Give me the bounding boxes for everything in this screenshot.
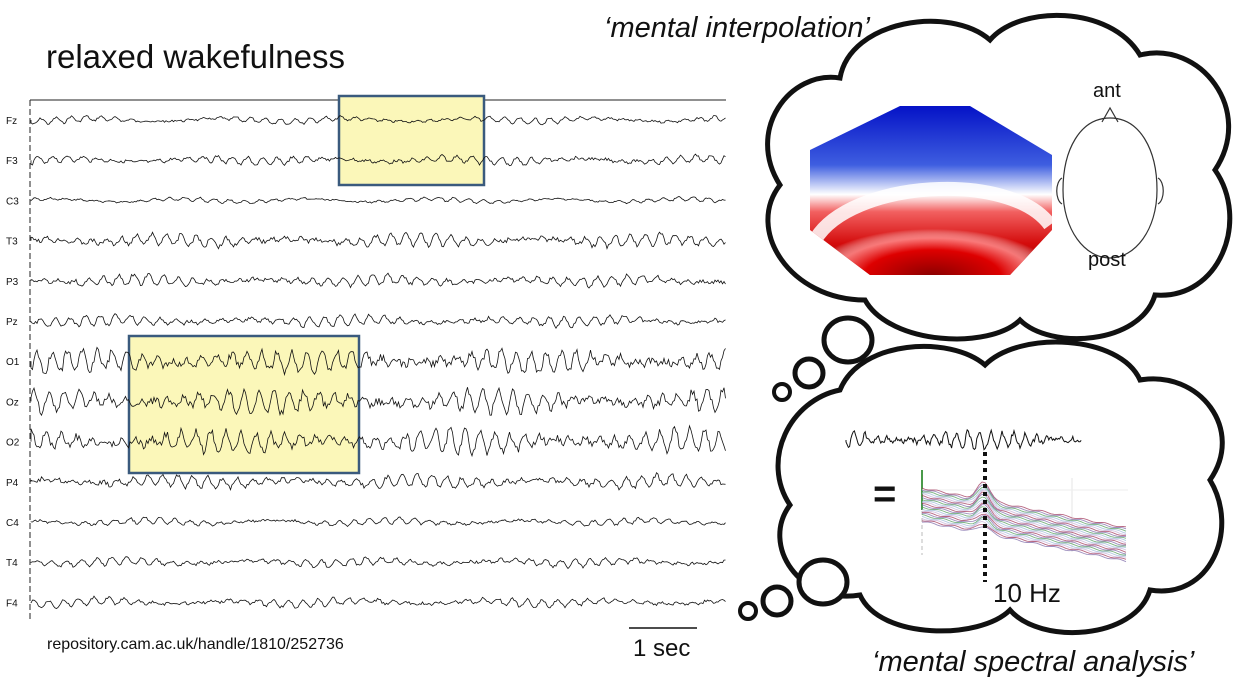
spectrum-line xyxy=(921,515,1127,557)
channel-label-f4: F4 xyxy=(6,598,18,609)
bubble-dot-5 xyxy=(760,584,794,618)
eeg-trace-t4 xyxy=(30,556,726,570)
spectrum-line xyxy=(921,484,1127,530)
source-link[interactable]: repository.cam.ac.uk/handle/1810/252736 xyxy=(47,636,344,653)
spectrum-line xyxy=(921,504,1127,546)
eeg-trace-o2 xyxy=(30,424,726,458)
label-anterior: ant xyxy=(1093,80,1121,102)
eeg-trace-pz xyxy=(30,313,726,330)
thought-cloud-bottom xyxy=(775,339,1225,636)
bubble-dot-2 xyxy=(792,356,826,390)
spectrum-line xyxy=(921,513,1127,556)
channel-label-fz: Fz xyxy=(6,116,17,127)
caption-mental-spectral-analysis: ‘mental spectral analysis’ xyxy=(872,646,1195,678)
spectrum-line xyxy=(921,508,1127,549)
channel-label-pz: Pz xyxy=(6,317,18,328)
spectrum-line xyxy=(921,493,1127,537)
spectrum-line xyxy=(921,518,1127,558)
topographic-map xyxy=(810,106,1052,275)
spectrum-line xyxy=(921,481,1127,528)
eeg-trace-o1 xyxy=(30,346,726,377)
channel-labels: Fz F3 C3 T3 P3 Pz O1 Oz O2 P4 C4 T4 F4 xyxy=(6,116,20,609)
bubble-dot-6 xyxy=(738,601,758,621)
spectrum-plot xyxy=(921,452,1128,582)
spectrum-line xyxy=(921,489,1127,535)
channel-label-t4: T4 xyxy=(6,558,18,569)
spectrum-line xyxy=(921,511,1127,553)
spectrum-line xyxy=(921,510,1127,551)
spectrum-line xyxy=(921,520,1127,560)
channel-label-c3: C3 xyxy=(6,196,19,207)
spectrum-line xyxy=(921,502,1127,545)
scale-bar-label: 1 sec xyxy=(633,635,691,662)
channel-label-o2: O2 xyxy=(6,438,20,449)
frontal-highlight-box xyxy=(337,94,486,187)
eeg-trace-p3 xyxy=(30,272,726,289)
spectrum-lines xyxy=(921,481,1127,563)
eeg-snippet xyxy=(845,428,1082,451)
bubble-dot-1 xyxy=(821,315,875,365)
eeg-trace-p4 xyxy=(30,471,726,491)
channel-label-p3: P3 xyxy=(6,277,19,288)
spectrum-line xyxy=(921,501,1127,544)
channel-label-p4: P4 xyxy=(6,478,19,489)
head-outline-icon xyxy=(1056,106,1164,259)
eeg-trace-c3 xyxy=(30,196,726,205)
spectrum-line xyxy=(921,506,1126,547)
label-posterior: post xyxy=(1088,249,1126,271)
bubble-dot-3 xyxy=(772,382,792,402)
spectrum-line xyxy=(922,488,1127,534)
peak-frequency-label: 10 Hz xyxy=(993,578,1061,608)
eeg-trace-oz xyxy=(30,386,726,417)
bubble-dot-4 xyxy=(796,557,850,607)
eeg-trace-t3 xyxy=(30,231,726,250)
channel-label-t3: T3 xyxy=(6,237,18,248)
spectrum-line xyxy=(921,499,1127,542)
channel-label-f3: F3 xyxy=(6,156,18,167)
channel-label-oz: Oz xyxy=(6,397,19,408)
eeg-trace-f4 xyxy=(30,595,726,609)
equals-sign: = xyxy=(873,472,897,516)
spectrum-line xyxy=(921,496,1127,539)
spectrum-line xyxy=(921,512,1127,555)
spectrum-line xyxy=(922,486,1127,532)
eeg-traces xyxy=(30,114,726,609)
caption-mental-interpolation: ‘mental interpolation’ xyxy=(604,12,870,44)
eeg-trace-f3 xyxy=(30,153,726,167)
eeg-trace-fz xyxy=(30,114,726,126)
spectrum-line xyxy=(921,491,1127,536)
eeg-trace-c4 xyxy=(30,516,726,527)
channel-label-o1: O1 xyxy=(6,357,20,368)
channel-label-c4: C4 xyxy=(6,518,19,529)
spectrum-line xyxy=(921,521,1127,563)
slide-title: relaxed wakefulness xyxy=(46,38,345,75)
